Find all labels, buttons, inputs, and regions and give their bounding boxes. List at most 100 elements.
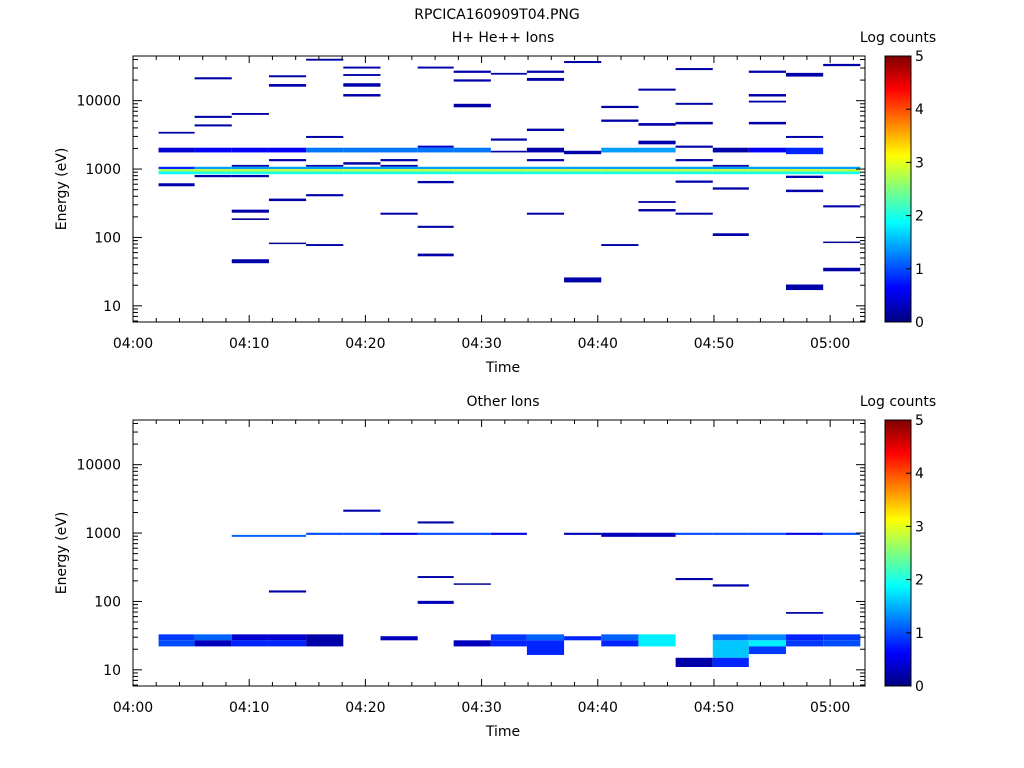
heatmap-cell bbox=[490, 169, 527, 172]
colorbar-tick-label: 5 bbox=[915, 413, 924, 429]
heatmap-cell bbox=[158, 131, 195, 134]
heatmap-cell bbox=[601, 119, 639, 122]
heatmap-cell bbox=[268, 590, 307, 593]
heatmap-cell bbox=[158, 171, 195, 175]
heatmap-cell bbox=[231, 169, 269, 172]
heatmap-cell bbox=[564, 277, 602, 283]
heatmap-cell bbox=[712, 147, 749, 153]
heatmap-cell bbox=[380, 166, 418, 170]
heatmap-cell bbox=[601, 634, 639, 641]
heatmap-cell bbox=[748, 166, 786, 170]
heatmap-cell bbox=[601, 105, 639, 109]
heatmap-cell bbox=[526, 77, 565, 81]
x-tick-label: 04:40 bbox=[578, 336, 618, 352]
heatmap-cell bbox=[306, 164, 344, 167]
heatmap-cell bbox=[675, 171, 713, 175]
heatmap-cell bbox=[453, 583, 491, 585]
heatmap-cell bbox=[417, 521, 454, 524]
heatmap-cell bbox=[417, 171, 454, 175]
heatmap-cell bbox=[526, 169, 565, 172]
heatmap-cell bbox=[231, 171, 269, 175]
heatmap-cell bbox=[268, 84, 307, 87]
colorbar-tick-label: 3 bbox=[915, 155, 924, 171]
heatmap-cell bbox=[748, 94, 786, 97]
x-tick-label: 04:30 bbox=[461, 700, 501, 716]
heatmap-cell bbox=[564, 636, 602, 641]
heatmap-cell bbox=[526, 159, 565, 162]
heatmap-cell bbox=[564, 532, 602, 535]
heatmap-cell bbox=[526, 70, 565, 73]
heatmap-cell bbox=[823, 267, 861, 272]
heatmap-cell bbox=[343, 162, 381, 165]
heatmap-cell bbox=[158, 640, 195, 647]
y-tick-label: 100 bbox=[94, 594, 121, 610]
heatmap-cell bbox=[268, 171, 307, 175]
heatmap-cell bbox=[490, 166, 527, 170]
heatmap-cell bbox=[194, 115, 232, 118]
heatmap-cell bbox=[712, 233, 749, 236]
heatmap-cell bbox=[268, 166, 307, 170]
heatmap-cell bbox=[712, 532, 749, 535]
heatmap-cell bbox=[453, 103, 491, 108]
heatmap-cell bbox=[601, 244, 639, 246]
heatmap-cell bbox=[712, 169, 749, 172]
colorbar-tick-label: 1 bbox=[915, 626, 924, 642]
x-tick-label: 04:20 bbox=[345, 336, 385, 352]
heatmap-cell bbox=[343, 94, 381, 97]
x-tick-label: 04:00 bbox=[113, 336, 153, 352]
heatmap-cell bbox=[306, 147, 344, 153]
heatmap-cell bbox=[712, 657, 749, 667]
heatmap-cell bbox=[231, 113, 269, 115]
y-tick-label: 1000 bbox=[85, 526, 121, 542]
heatmap-cell bbox=[785, 634, 824, 641]
heatmap-cell bbox=[748, 121, 786, 125]
panel-other-ions: 04:00 04:10 04:20 04:30 04:40 04:50 05:0010100… bbox=[54, 394, 936, 740]
heatmap-cell bbox=[526, 147, 565, 153]
heatmap-cell bbox=[417, 576, 454, 579]
heatmap-cell bbox=[231, 218, 269, 220]
heatmap-cell bbox=[490, 138, 527, 141]
heatmap-cell bbox=[380, 159, 418, 162]
heatmap-cell bbox=[564, 171, 602, 175]
heatmap-cell bbox=[638, 123, 676, 126]
heatmap-cell bbox=[343, 169, 381, 172]
heatmap-cell bbox=[490, 640, 527, 647]
y-tick-label: 10000 bbox=[76, 94, 121, 110]
heatmap-cell bbox=[194, 171, 232, 175]
y-tick-label: 100 bbox=[94, 230, 121, 246]
heatmap-cell bbox=[675, 180, 713, 183]
heatmap-cell bbox=[675, 121, 713, 125]
heatmap-cell bbox=[158, 147, 195, 153]
colorbar-tick-label: 0 bbox=[915, 679, 924, 695]
heatmap-cell bbox=[343, 74, 381, 76]
heatmap-cell bbox=[194, 166, 232, 170]
heatmap-cell bbox=[675, 166, 713, 170]
x-tick-label: 04:00 bbox=[113, 700, 153, 716]
heatmap-cell bbox=[417, 147, 454, 153]
x-tick-label: 04:50 bbox=[694, 700, 734, 716]
heatmap-cell bbox=[380, 171, 418, 175]
heatmap-cell bbox=[785, 189, 824, 193]
colorbar-tick-label: 5 bbox=[915, 49, 924, 65]
x-tick-label: 04:30 bbox=[461, 336, 501, 352]
heatmap-cell bbox=[823, 169, 861, 172]
heatmap-cell bbox=[526, 171, 565, 175]
heatmap-cell bbox=[823, 532, 861, 535]
heatmap-cell bbox=[453, 79, 491, 82]
heatmap-cell bbox=[380, 169, 418, 172]
heatmap-cell bbox=[526, 128, 565, 132]
heatmap-cell bbox=[231, 166, 269, 170]
x-tick-label: 04:20 bbox=[345, 700, 385, 716]
heatmap-cell bbox=[785, 171, 824, 175]
heatmap-cell bbox=[675, 657, 713, 667]
heatmap-cell bbox=[823, 63, 861, 67]
heatmap-cell bbox=[785, 612, 824, 614]
colorbar-tick-label: 4 bbox=[915, 102, 924, 118]
heatmap-cell bbox=[675, 145, 713, 148]
heatmap-cell bbox=[823, 640, 861, 647]
heatmap-cell bbox=[526, 640, 565, 655]
heatmap-cell bbox=[675, 212, 713, 215]
heatmap-cell bbox=[638, 166, 676, 170]
heatmap-cell bbox=[453, 147, 491, 153]
